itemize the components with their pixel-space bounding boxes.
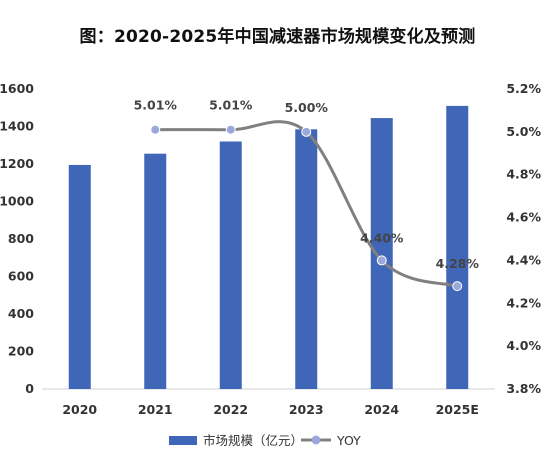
bar [219,141,242,389]
y-left-tick-label: 1400 [0,119,34,134]
bar [295,129,318,389]
legend-line-label: YOY [336,433,361,448]
chart-title: 图：2020-2025年中国减速器市场规模变化及预测 [79,27,476,47]
x-tick-label: 2024 [364,402,399,417]
y-right-tick-label: 4.6% [506,210,541,225]
yoy-data-label: 4.40% [360,230,404,245]
y-left-tick-label: 400 [8,306,34,321]
yoy-marker [301,126,312,137]
yoy-data-label: 5.00% [285,100,329,115]
y-right-tick-label: 5.2% [506,81,541,96]
yoy-data-label: 4.28% [436,256,480,271]
bar [446,105,469,389]
legend-bar-swatch [169,436,197,445]
y-left-tick-label: 1000 [0,194,34,209]
yoy-marker [452,281,463,292]
legend-line-marker [311,435,321,445]
y-right-tick-label: 5.0% [506,124,541,139]
x-tick-label: 2022 [213,402,248,417]
y-left-tick-label: 1200 [0,156,34,171]
y-left-tick-label: 800 [8,231,34,246]
legend-bar-label: 市场规模（亿元） [203,433,303,448]
yoy-data-label: 5.01% [134,98,178,113]
y-right-tick-label: 4.4% [506,252,541,267]
x-tick-label: 2025E [436,402,479,417]
yoy-data-label: 5.01% [209,98,253,113]
x-tick-label: 2020 [62,402,97,417]
yoy-marker [376,255,387,266]
yoy-line [155,120,458,288]
yoy-marker [150,124,161,135]
y-left-tick-label: 0 [25,381,34,396]
y-left-tick-label: 1600 [0,81,34,96]
bar [144,153,167,389]
y-left-tick-label: 600 [8,269,34,284]
y-right-tick-label: 4.2% [506,295,541,310]
bar [68,164,91,389]
yoy-marker [225,124,236,135]
x-tick-label: 2021 [138,402,173,417]
bar [370,118,393,389]
y-right-tick-label: 3.8% [506,381,541,396]
y-left-tick-label: 200 [8,344,34,359]
y-right-tick-label: 4.0% [506,338,541,353]
x-tick-label: 2023 [289,402,324,417]
y-right-tick-label: 4.8% [506,167,541,182]
